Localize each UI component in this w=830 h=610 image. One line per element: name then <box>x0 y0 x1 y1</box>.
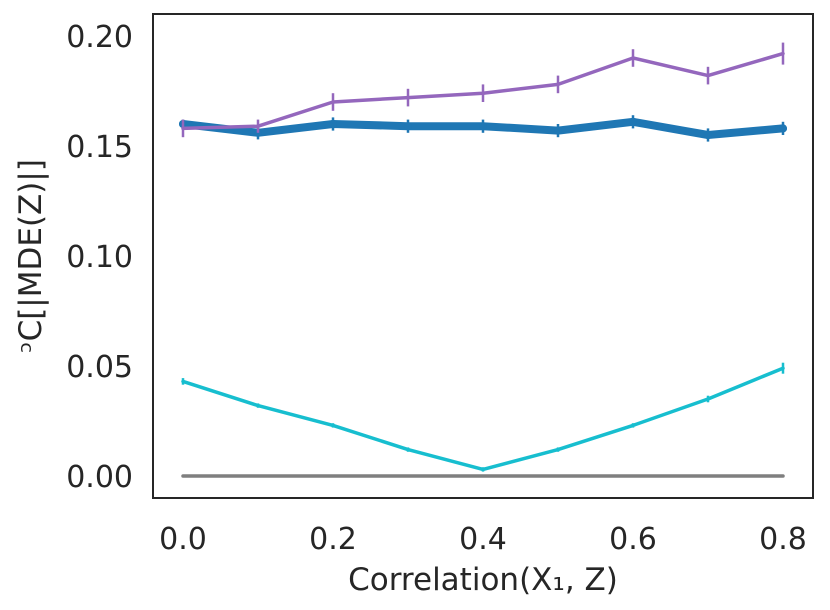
data-point-blue <box>329 120 337 128</box>
y-tick-labels: 0.00 0.05 0.10 0.15 0.20 <box>66 20 133 495</box>
data-point-blue <box>629 117 637 126</box>
x-tick-label: 0.6 <box>609 522 657 557</box>
y-tick-label: 0.00 <box>66 460 133 495</box>
series-purple <box>181 42 785 138</box>
x-tick-label: 0.2 <box>309 522 357 557</box>
series-blue <box>179 115 787 142</box>
data-point-blue <box>479 122 487 131</box>
y-tick-label: 0.10 <box>66 240 133 275</box>
data-point-blue <box>779 124 787 133</box>
x-tick-labels: 0.0 0.2 0.4 0.6 0.8 <box>159 522 807 557</box>
series-layer <box>179 42 787 478</box>
x-tick-label: 0.4 <box>459 522 507 557</box>
data-point-blue <box>704 131 712 139</box>
data-point-blue <box>554 126 562 135</box>
x-axis-label: Correlation(X₁, Z) <box>348 562 618 598</box>
y-axis-label: ᵓC[|MDE(Z)|] <box>13 159 49 353</box>
plot-frame <box>152 13 814 499</box>
x-tick-label: 0.0 <box>159 522 207 557</box>
x-tick-label: 0.8 <box>759 522 807 557</box>
series-cyan <box>181 362 785 472</box>
data-point-blue <box>404 122 412 131</box>
y-tick-label: 0.05 <box>66 350 133 385</box>
y-tick-label: 0.20 <box>66 20 133 55</box>
y-tick-label: 0.15 <box>66 130 133 165</box>
series-line-cyan <box>181 366 785 472</box>
